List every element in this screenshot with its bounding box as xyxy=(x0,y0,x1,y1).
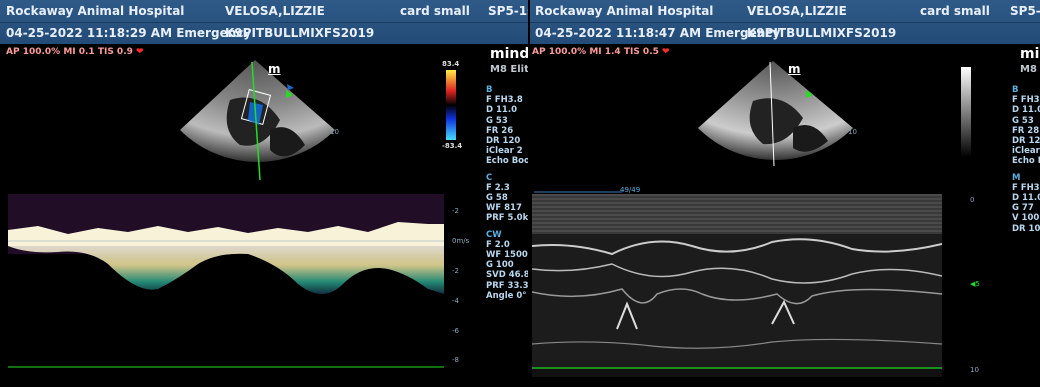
velocity-tick-3: -4 xyxy=(452,297,459,305)
orientation-marker: m xyxy=(268,62,281,76)
grayscale-bar xyxy=(961,67,971,157)
param-c-3: PRF 5.0k xyxy=(486,213,528,224)
b-mode-sector-image xyxy=(698,61,853,167)
imaging-parameters: B F FH3.8 D 11.0 G 53 FR 28 DR 120 iClea… xyxy=(1012,85,1040,234)
param-b-5: iClear 2 xyxy=(486,146,523,157)
focus-arrow-icon: ◀ xyxy=(970,280,976,288)
param-cw-5: Angle 0° xyxy=(486,290,527,301)
b-mode-sector-image xyxy=(180,60,335,181)
param-cw-1: WF 1500 xyxy=(486,250,528,261)
param-b-5: iClear 2 xyxy=(1012,146,1040,157)
patient-id: K9PITBULLMIXFS2019 xyxy=(225,26,375,40)
scale-max-label: 83.4 xyxy=(442,60,460,68)
right-header: Rockaway Animal Hospital VELOSA,LIZZIE c… xyxy=(530,0,1040,44)
probe-name: SP5-1s xyxy=(488,4,528,18)
right-ultrasound-panel: Rockaway Animal Hospital VELOSA,LIZZIE c… xyxy=(530,0,1040,387)
scale-min-label: -83.4 xyxy=(442,142,463,150)
velocity-tick-5: -8 xyxy=(452,356,459,364)
param-b-4: DR 120 xyxy=(1012,136,1040,147)
depth-tick-5: ◀5 xyxy=(970,280,980,288)
heart-icon: ❤ xyxy=(662,47,670,57)
imaging-parameters: B F FH3.8 D 11.0 G 53 FR 26 DR 120 iClea… xyxy=(486,85,528,301)
param-b-6: Echo Boo xyxy=(486,156,528,167)
param-b-3: FR 26 xyxy=(486,125,514,136)
param-m-1: D 11.0 xyxy=(1012,193,1040,204)
param-b-0: F FH3.8 xyxy=(1012,95,1040,106)
model-name: M8 Elit xyxy=(1020,64,1040,75)
hospital-name: Rockaway Animal Hospital xyxy=(535,4,714,18)
param-cw-0: F 2.0 xyxy=(486,239,510,250)
probe-name: SP5-1 xyxy=(1010,4,1040,18)
param-cw-3: SVD 46.8 xyxy=(486,270,528,281)
exam-datetime: 04-25-2022 11:18:47 AM Emergency xyxy=(535,26,781,40)
cine-progress-bar xyxy=(534,191,622,193)
patient-name: VELOSA,LIZZIE xyxy=(225,4,325,18)
exam-datetime: 04-25-2022 11:18:29 AM Emergency xyxy=(6,26,252,40)
param-b-2: G 53 xyxy=(1012,115,1034,126)
mode-m-heading: M xyxy=(1012,172,1021,183)
acoustic-status-text: AP 100.0% MI 0.1 TIS 0.9 xyxy=(6,47,133,57)
param-m-3: V 100 xyxy=(1012,213,1040,224)
brand-logo: mindr xyxy=(490,46,528,62)
velocity-tick-2: -2 xyxy=(452,267,459,275)
mode-b-heading: B xyxy=(1012,85,1019,95)
param-b-0: F FH3.8 xyxy=(486,95,523,106)
mode-b-heading: B xyxy=(486,85,493,95)
param-b-1: D 11.0 xyxy=(1012,105,1040,116)
depth-tick-10: 10 xyxy=(970,366,979,374)
param-cw-4: PRF 33.3 xyxy=(486,280,528,291)
m-mode-trace xyxy=(532,194,942,377)
param-c-2: WF 817 xyxy=(486,203,522,214)
acoustic-status: AP 100.0% MI 0.1 TIS 0.9 ❤ xyxy=(6,47,144,57)
preset-name: card small xyxy=(400,4,470,18)
brand-logo: mind xyxy=(1020,46,1040,62)
left-ultrasound-panel: Rockaway Animal Hospital VELOSA,LIZZIE c… xyxy=(0,0,528,377)
param-c-1: G 58 xyxy=(486,193,508,204)
param-b-1: D 11.0 xyxy=(486,105,517,116)
frame-counter: 49/49 xyxy=(620,186,641,194)
left-header: Rockaway Animal Hospital VELOSA,LIZZIE c… xyxy=(0,0,528,44)
color-velocity-scale xyxy=(446,70,456,140)
param-b-6: Echo Bo xyxy=(1012,156,1040,167)
acoustic-status: AP 100.0% MI 1.4 TIS 0.5 ❤ xyxy=(532,47,670,57)
heart-icon: ❤ xyxy=(136,47,144,57)
hospital-name: Rockaway Animal Hospital xyxy=(6,4,185,18)
cw-doppler-spectrum xyxy=(8,194,444,377)
param-b-4: DR 120 xyxy=(486,136,521,147)
velocity-tick-4: -6 xyxy=(452,327,459,335)
param-cw-2: G 100 xyxy=(486,260,514,271)
orientation-marker: m xyxy=(788,62,801,76)
param-m-4: DR 105 xyxy=(1012,223,1040,234)
depth-label: 10 xyxy=(848,128,857,136)
param-c-0: F 2.3 xyxy=(486,182,510,193)
depth-label: 10 xyxy=(330,128,339,136)
velocity-tick-baseline: 0m/s xyxy=(452,237,470,245)
model-name: M8 Elit xyxy=(490,64,528,75)
mode-c-heading: C xyxy=(486,172,493,183)
preset-name: card small xyxy=(920,4,990,18)
param-m-0: F FH3.8 xyxy=(1012,182,1040,193)
mode-cw-heading: CW xyxy=(486,229,502,240)
param-b-3: FR 28 xyxy=(1012,125,1040,136)
acoustic-status-text: AP 100.0% MI 1.4 TIS 0.5 xyxy=(532,47,659,57)
param-m-2: G 77 xyxy=(1012,203,1034,214)
patient-id: K9PITBULLMIXFS2019 xyxy=(747,26,897,40)
velocity-tick-0: -2 xyxy=(452,207,459,215)
depth-tick-5-label: 5 xyxy=(975,280,980,288)
depth-tick-0: 0 xyxy=(970,196,975,204)
param-b-2: G 53 xyxy=(486,115,508,126)
patient-name: VELOSA,LIZZIE xyxy=(747,4,847,18)
